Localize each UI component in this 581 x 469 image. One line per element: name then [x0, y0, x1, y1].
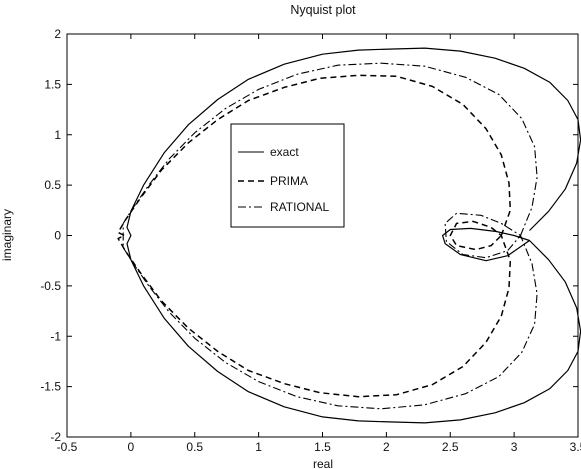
legend-label-rational: RATIONAL	[270, 200, 329, 214]
y-tick-label: 1	[54, 128, 61, 142]
x-tick-label: 2	[383, 440, 390, 454]
chart-title: Nyquist plot	[290, 3, 356, 17]
y-tick-label: 0.5	[44, 178, 61, 192]
legend-label-exact: exact	[270, 145, 299, 159]
series-line-rational	[122, 62, 538, 410]
y-tick-label: -2	[50, 430, 61, 444]
x-tick-label: 3.5	[570, 440, 581, 454]
legend: exact PRIMA RATIONAL	[230, 123, 345, 228]
y-tick-label: -1.5	[40, 380, 61, 394]
y-tick-label: 0	[54, 229, 61, 243]
y-axis-label: imaginary	[0, 209, 14, 261]
y-tick-label: -0.5	[40, 279, 61, 293]
plot-area	[66, 33, 579, 438]
x-axis-label: real	[313, 457, 333, 469]
series-layer	[117, 47, 581, 424]
x-tick-label: -0.5	[57, 440, 78, 454]
x-tick-label: 1	[255, 440, 262, 454]
legend-label-prima: PRIMA	[270, 174, 308, 188]
x-tick-label: 0.5	[186, 440, 203, 454]
series-line-prima	[117, 74, 512, 398]
x-tick-label: 0	[128, 440, 135, 454]
x-tick-label: 1.5	[314, 440, 331, 454]
x-tick-label: 3	[511, 440, 518, 454]
y-tick-label: -1	[50, 329, 61, 343]
legend-box	[230, 123, 345, 228]
x-tick-label: 2.5	[442, 440, 459, 454]
tick-layer: -0.5 0 0.5 1 1.5 2 2.5 3 3.5 -2 -1.5 -1 -0.5 0 0.5 1 1.5…	[40, 27, 581, 454]
y-tick-label: 2	[54, 27, 61, 41]
y-tick-label: 1.5	[44, 77, 61, 91]
